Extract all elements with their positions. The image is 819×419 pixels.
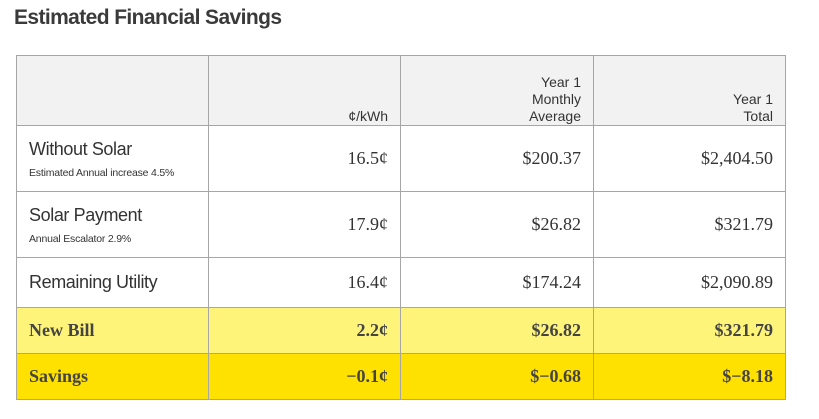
header-total-line: Year 1: [733, 91, 773, 107]
header-rate-text: ¢/kWh: [348, 108, 388, 124]
total-cell: $2,404.50: [593, 125, 786, 192]
header-monthly-line: Monthly: [531, 91, 581, 107]
rate-cell: −0.1¢: [208, 353, 401, 400]
row-label: Without Solar: [29, 138, 132, 159]
total-cell: $321.79: [593, 307, 786, 354]
row-label-cell: Without Solar Estimated Annual increase …: [16, 125, 209, 192]
row-label: Solar Payment: [29, 204, 142, 225]
page-title: Estimated Financial Savings: [14, 6, 282, 29]
monthly-cell: $−0.68: [400, 353, 594, 400]
header-monthly: Year 1 Monthly Average: [400, 55, 594, 126]
monthly-cell: $200.37: [400, 125, 594, 192]
total-cell: $−8.18: [593, 353, 786, 400]
row-label-cell: Remaining Utility: [16, 257, 209, 308]
monthly-cell: $26.82: [400, 191, 594, 258]
header-rate: ¢/kWh: [208, 55, 401, 126]
row-label: Savings: [16, 353, 209, 400]
header-monthly-line: Average: [529, 108, 581, 124]
header-row: ¢/kWh Year 1 Monthly Average Year 1 Tota…: [16, 55, 786, 126]
row-sublabel: Annual Escalator 2.9%: [29, 232, 132, 245]
rate-cell: 16.4¢: [208, 257, 401, 308]
row-sublabel: Estimated Annual increase 4.5%: [29, 166, 175, 179]
header-total-line: Total: [743, 108, 773, 124]
header-monthly-line: Year 1: [541, 74, 581, 90]
monthly-cell: $26.82: [400, 307, 594, 354]
row-label: New Bill: [16, 307, 209, 354]
row-new-bill: New Bill 2.2¢ $26.82 $321.79: [16, 307, 786, 354]
monthly-cell: $174.24: [400, 257, 594, 308]
row-label-cell: Solar Payment Annual Escalator 2.9%: [16, 191, 209, 258]
rate-cell: 2.2¢: [208, 307, 401, 354]
rate-cell: 16.5¢: [208, 125, 401, 192]
row-remaining-utility: Remaining Utility 16.4¢ $174.24 $2,090.8…: [16, 257, 786, 308]
header-total: Year 1 Total: [593, 55, 786, 126]
savings-table: ¢/kWh Year 1 Monthly Average Year 1 Tota…: [16, 55, 786, 400]
header-label-cell: [16, 55, 209, 126]
total-cell: $321.79: [593, 191, 786, 258]
rate-cell: 17.9¢: [208, 191, 401, 258]
row-label: Remaining Utility: [29, 272, 158, 292]
total-cell: $2,090.89: [593, 257, 786, 308]
row-without-solar: Without Solar Estimated Annual increase …: [16, 125, 786, 192]
row-solar-payment: Solar Payment Annual Escalator 2.9% 17.9…: [16, 191, 786, 258]
row-savings: Savings −0.1¢ $−0.68 $−8.18: [16, 353, 786, 400]
